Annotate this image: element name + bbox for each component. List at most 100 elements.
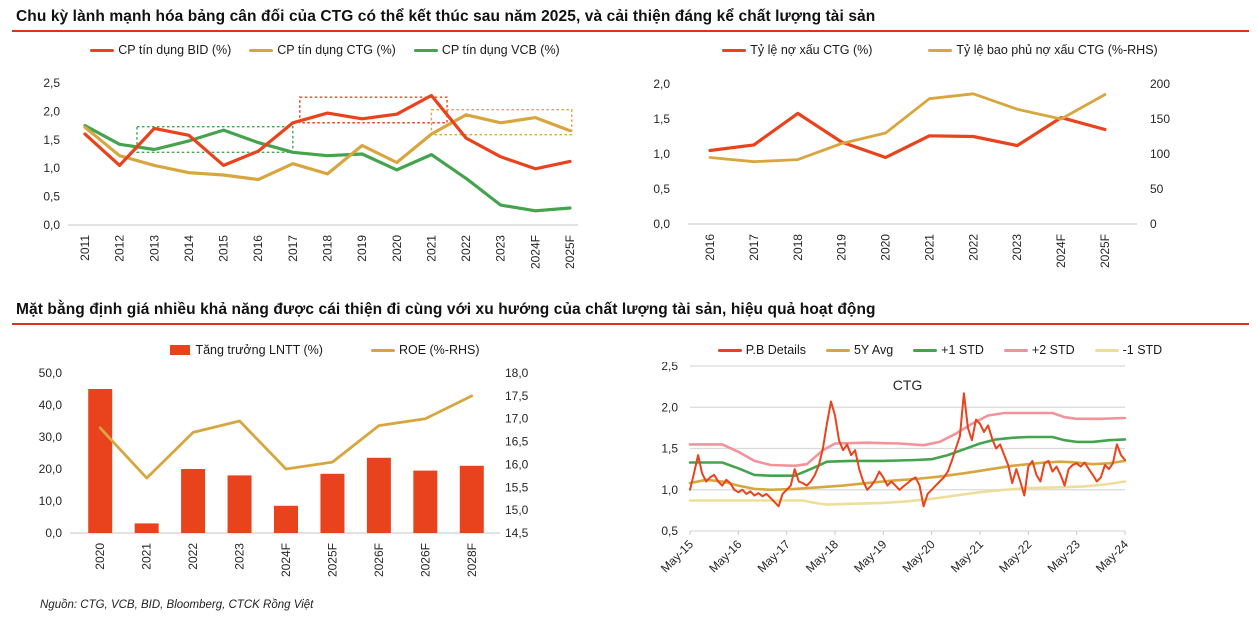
legend-item: -1 STD — [1094, 343, 1163, 357]
y-right-tick-label: 17,0 — [505, 412, 529, 426]
pb-valuation-legend: P.B Details 5Y Avg +1 STD +2 STD -1 STD — [640, 338, 1240, 362]
line-series — [708, 92, 1107, 164]
x-tick-label: 2013 — [147, 235, 161, 262]
y-tick-label: 1,5 — [43, 133, 60, 147]
bar — [227, 475, 252, 533]
y-right-tick-label: 14,5 — [505, 526, 529, 540]
legend-line-swatch — [722, 48, 747, 52]
x-tick-label: May-17 — [755, 537, 793, 575]
annotation-box — [136, 126, 294, 153]
line-series — [689, 392, 1126, 508]
bar — [459, 465, 484, 533]
x-tick-label: May-22 — [996, 537, 1034, 575]
x-tick-label: 2017 — [286, 235, 300, 262]
y-tick-label: 2,0 — [43, 104, 60, 118]
bar — [274, 505, 298, 533]
legend-item: CP tín dụng VCB (%) — [413, 43, 560, 57]
x-tick-label: 2023 — [494, 235, 508, 262]
y-tick-label: 50,0 — [39, 366, 63, 380]
x-tick-label: 2022 — [186, 543, 200, 570]
x-tick-label: 2025F — [563, 235, 577, 269]
y-tick-label: 10,0 — [39, 494, 63, 508]
x-tick-label: 2021 — [922, 234, 936, 261]
legend-item: CP tín dụng BID (%) — [90, 43, 231, 57]
legend-item: Tỷ lệ nợ xấu CTG (%) — [722, 43, 872, 57]
x-tick-label: May-24 — [1093, 537, 1131, 575]
bar — [413, 470, 438, 533]
y-tick-label: 2,5 — [43, 76, 60, 90]
legend-line-swatch — [928, 48, 953, 52]
x-tick-label: May-21 — [948, 537, 986, 575]
y-tick-label: 0,0 — [45, 526, 62, 540]
credit-cost-chart: 0,0 0,5 1,0 1,5 2,0 2,5 2011 2012 2013 2014 2015 20… — [43, 76, 578, 269]
legend-label: ROE (%-RHS) — [398, 343, 480, 357]
chart-inner-title: CTG — [893, 377, 923, 393]
x-tick-label: 2025F — [325, 543, 339, 577]
x-tick-label: 2012 — [113, 235, 127, 262]
profit-growth-legend: Tăng trưởng LNTT (%) ROE (%-RHS) — [30, 338, 620, 362]
x-tick-label: 2024F — [1054, 234, 1068, 268]
profit-growth-chart: 0,0 10,0 20,0 30,0 40,0 50,0 14,5 15,0 15,5 16,0 1… — [39, 366, 529, 577]
y-tick-label: 0,5 — [653, 182, 670, 196]
pb-valuation-chart-panel: P.B Details 5Y Avg +1 STD +2 STD -1 STD 0,5 1… — [640, 338, 1240, 598]
y-right-tick-label: 50 — [1150, 182, 1164, 196]
y-right-tick-label: 15,5 — [505, 480, 529, 494]
legend-label: Tăng trưởng LNTT (%) — [195, 343, 323, 357]
legend-label: +1 STD — [941, 343, 984, 357]
x-tick-label: 2023 — [1010, 234, 1024, 261]
pb-valuation-chart: 0,5 1,0 1,5 2,0 2,5 May-15 May-16 May-17 May-18 M… — [658, 359, 1131, 575]
legend-label: 5Y Avg — [853, 343, 894, 357]
credit-cost-legend: CP tín dụng BID (%) CP tín dụng CTG (%) CP… — [30, 38, 620, 62]
y-right-tick-label: 200 — [1150, 77, 1170, 91]
y-tick-label: 20,0 — [39, 462, 63, 476]
legend-line-swatch — [1094, 348, 1119, 352]
bar — [181, 469, 206, 533]
section-1-title: Chu kỳ lành mạnh hóa bảng cân đối của CT… — [16, 8, 876, 25]
y-right-tick-label: 100 — [1150, 147, 1170, 161]
x-tick-label: May-18 — [803, 537, 841, 575]
section-1-divider — [12, 30, 1249, 32]
line-series — [98, 394, 474, 480]
x-tick-label: 2020 — [390, 235, 404, 262]
x-tick-label: 2022 — [459, 235, 473, 262]
x-tick-label: 2018 — [791, 234, 805, 261]
x-tick-label: 2014 — [182, 235, 196, 262]
x-tick-label: 2024F — [528, 235, 542, 269]
annotation-box — [430, 108, 573, 136]
y-tick-label: 1,5 — [653, 112, 670, 126]
legend-label: -1 STD — [1122, 343, 1163, 357]
x-tick-label: 2024F — [279, 543, 293, 577]
x-tick-label: 2021 — [424, 235, 438, 262]
y-tick-label: 0,0 — [653, 217, 670, 231]
legend-item: +1 STD — [913, 343, 984, 357]
y-tick-label: 1,0 — [43, 161, 60, 175]
y-tick-label: 2,0 — [653, 77, 670, 91]
y-right-tick-label: 16,5 — [505, 435, 529, 449]
section-2-title: Mặt bằng định giá nhiều khả năng được cá… — [16, 301, 876, 318]
legend-item: ROE (%-RHS) — [370, 343, 480, 357]
legend-item: 5Y Avg — [825, 343, 894, 357]
bar — [320, 473, 345, 533]
y-tick-label: 2,5 — [661, 362, 678, 373]
bar — [88, 389, 113, 533]
x-tick-label: 2022 — [966, 234, 980, 261]
legend-item: P.B Details — [717, 343, 806, 357]
x-tick-label: 2028F — [465, 543, 479, 577]
annotation-box — [299, 96, 448, 124]
legend-item: CP tín dụng CTG (%) — [249, 43, 396, 57]
legend-bar-swatch — [170, 345, 191, 355]
npl-chart: 0,0 0,5 1,0 1,5 2,0 0 50 100 150 200 2016 2017 2018 2… — [653, 77, 1170, 268]
x-tick-label: 2015 — [217, 235, 231, 262]
legend-label: P.B Details — [745, 343, 806, 357]
legend-line-swatch — [717, 348, 742, 352]
x-tick-label: 2019 — [355, 235, 369, 262]
legend-label: Tỷ lệ nợ xấu CTG (%) — [750, 43, 873, 57]
x-tick-label: 2020 — [93, 543, 107, 570]
y-right-tick-label: 16,0 — [505, 457, 529, 471]
y-tick-label: 40,0 — [39, 398, 63, 412]
x-tick-label: May-23 — [1045, 537, 1083, 575]
y-tick-label: 1,0 — [653, 147, 670, 161]
line-series — [83, 113, 572, 182]
legend-item: +2 STD — [1003, 343, 1075, 357]
bar — [134, 523, 159, 533]
